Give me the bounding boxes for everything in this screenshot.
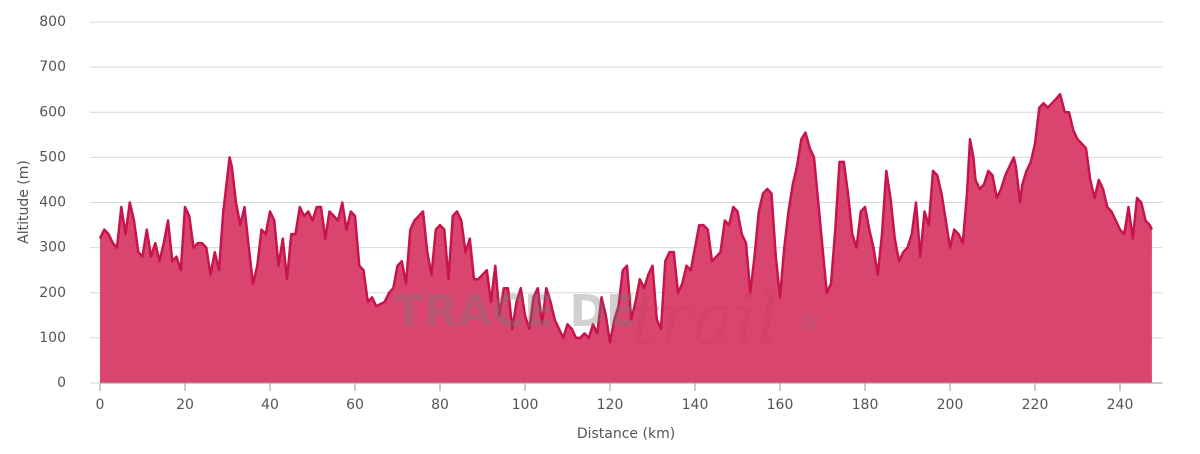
y-tick-label: 600 bbox=[39, 104, 66, 120]
y-tick-label: 200 bbox=[39, 285, 66, 301]
x-tick-label: 240 bbox=[1107, 397, 1134, 413]
watermark: trail bbox=[631, 278, 779, 360]
x-tick-label: 140 bbox=[682, 397, 709, 413]
watermark: .fr bbox=[797, 311, 819, 335]
x-tick-label: 220 bbox=[1022, 397, 1049, 413]
area bbox=[100, 94, 1152, 383]
x-tick-label: 100 bbox=[512, 397, 539, 413]
watermark: TRACE DE bbox=[394, 286, 636, 337]
y-tick-label: 100 bbox=[39, 330, 66, 346]
y-tick-label: 0 bbox=[57, 375, 66, 391]
x-tick-label: 180 bbox=[852, 397, 879, 413]
x-tick-label: 60 bbox=[346, 397, 364, 413]
x-tick-label: 20 bbox=[176, 397, 194, 413]
x-axis-label: Distance (km) bbox=[577, 426, 675, 442]
x-tick-label: 120 bbox=[597, 397, 624, 413]
y-tick-label: 800 bbox=[39, 14, 66, 30]
x-tick-label: 0 bbox=[96, 397, 105, 413]
y-tick-label: 400 bbox=[39, 195, 66, 211]
x-tick-label: 160 bbox=[767, 397, 794, 413]
y-tick-label: 300 bbox=[39, 240, 66, 256]
y-tick-label: 700 bbox=[39, 59, 66, 75]
x-tick-label: 80 bbox=[431, 397, 449, 413]
line bbox=[98, 92, 1154, 344]
x-tick-label: 40 bbox=[261, 397, 279, 413]
x-tick-label: 200 bbox=[937, 397, 964, 413]
y-tick-label: 500 bbox=[39, 149, 66, 165]
y-axis-label: Altitude (m) bbox=[16, 160, 32, 244]
